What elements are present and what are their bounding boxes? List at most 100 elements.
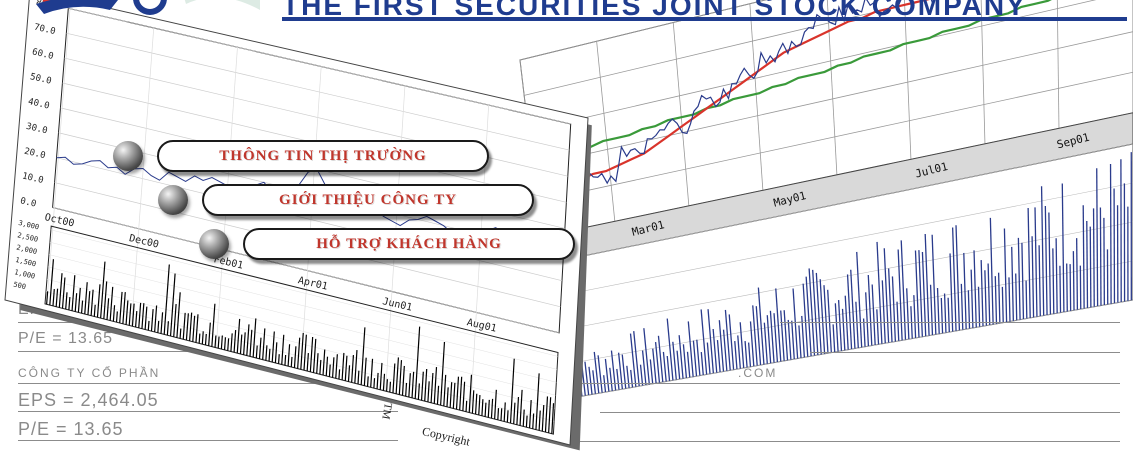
right-chart-volume-bar [1066, 263, 1068, 312]
left-chart-volume-bar [201, 331, 204, 345]
right-chart-gridline [826, 0, 838, 175]
left-chart-volume-bar [484, 402, 487, 417]
right-chart-volume-bar [815, 272, 822, 355]
right-chart-volume-bar [1011, 246, 1014, 321]
left-chart-volume-bar [243, 332, 246, 355]
menu-item-customer-support[interactable]: HỖ TRỢ KHÁCH HÀNG [199, 228, 575, 260]
left-chart-volume-bar [443, 374, 447, 407]
left-chart-volume-bar [249, 329, 253, 357]
left-chart-volume-bar [84, 282, 88, 315]
menu-item-company-intro[interactable]: GIỚI THIỆU CÔNG TY [158, 184, 534, 216]
right-chart-volume-bar [1017, 237, 1021, 320]
right-chart-volume-bar [633, 331, 640, 387]
menu-pill[interactable]: GIỚI THIỆU CÔNG TY [202, 184, 534, 216]
right-chart-volume-bar [783, 310, 789, 361]
right-chart-gridline [596, 41, 616, 222]
right-chart-volume-bar [1096, 168, 1099, 307]
right-chart-volume-bar [871, 284, 876, 346]
right-chart-volume-bar [792, 288, 799, 359]
left-chart-volume-bar [100, 261, 106, 319]
right-chart-volume-bar [1040, 186, 1045, 316]
left-chart-volume-bar [427, 381, 430, 403]
right-chart-gridline [980, 0, 986, 144]
left-chart-volume-bar [471, 390, 475, 414]
left-chart-volume-bar [452, 382, 456, 409]
left-chart-volume-bar [436, 385, 440, 405]
right-chart-volume-bar [722, 329, 728, 371]
menu-pill[interactable]: THÔNG TIN THỊ TRƯỜNG [157, 140, 489, 172]
right-chart-volume-bar [841, 308, 846, 351]
left-chart-volume-bar [490, 398, 494, 419]
right-chart-volume-bar [584, 361, 590, 396]
left-chart-volume-bar [128, 303, 132, 326]
company-vn-text: CÔNG TY CỔ PHẦN [18, 366, 161, 380]
left-chart-volume-bar [131, 303, 135, 327]
right-chart-volume-bar [883, 248, 890, 343]
left-chart-volume-bar [217, 336, 220, 349]
left-chart-volume-bar [459, 376, 463, 411]
right-chart-volume-bar [716, 339, 721, 373]
right-chart-volume-bar [747, 342, 752, 367]
left-chart-volume-bar [154, 305, 158, 333]
right-chart-gridline [536, 71, 1133, 202]
right-chart-volume-bar [997, 272, 1001, 324]
right-chart-volume-bar [1086, 221, 1089, 308]
right-chart-volume-bar [769, 310, 775, 363]
right-chart-volume-bar [876, 309, 880, 345]
left-chart-gridline [56, 157, 563, 282]
left-chart-volume-bar [433, 367, 438, 404]
left-chart-volume-bar [300, 332, 304, 370]
left-chart-y-tick-label: 50.0 [29, 72, 52, 87]
right-chart-volume-bar [812, 269, 819, 356]
left-chart-volume-bar [379, 362, 383, 390]
left-chart-volume-bar [160, 312, 164, 334]
left-chart-volume-bar [538, 410, 541, 431]
left-chart-y-tick-label: 0.0 [19, 196, 37, 209]
left-chart-volume-bar [335, 354, 338, 379]
right-chart-volume-bar [629, 333, 637, 387]
menu-label: GIỚI THIỆU CÔNG TY [279, 191, 457, 208]
right-chart-volume-bar [1076, 238, 1079, 310]
right-chart-volume-bar [888, 268, 893, 343]
right-chart-volume-bar [739, 322, 745, 368]
right-chart-volume-bar [987, 263, 991, 326]
sphere-icon [199, 229, 229, 259]
left-chart-volume-bar [55, 288, 59, 307]
right-chart-volume-bar [819, 279, 826, 354]
left-chart-volume-bar [46, 291, 49, 305]
left-chart-volume-bar [357, 370, 360, 385]
right-chart-volume-bar [1038, 245, 1041, 317]
right-chart-volume-bar [1048, 212, 1052, 315]
left-chart-plane: 80.070.060.050.040.030.020.010.00.0Oct00… [4, 0, 592, 451]
right-chart-volume-bar [805, 276, 812, 357]
right-chart-volume-bar [891, 276, 897, 342]
right-chart-volume-bar [728, 314, 735, 370]
left-chart-volume-bar [370, 358, 374, 388]
right-chart-volume-bar [707, 309, 715, 374]
right-chart-volume-bar [947, 297, 950, 333]
left-chart-volume-frame [44, 225, 559, 435]
right-chart-volume-bar [672, 341, 677, 380]
right-chart-volume-bar [1082, 205, 1085, 309]
right-chart-volume-bar [1099, 207, 1102, 306]
menu-label: THÔNG TIN THỊ TRƯỜNG [219, 147, 427, 164]
left-chart-y-tick-label: 40.0 [27, 97, 50, 112]
left-chart-volume-bar [414, 326, 421, 399]
left-chart-volume-bar [198, 333, 201, 344]
left-chart-volume-bar [189, 312, 193, 341]
left-chart-volume-bar [462, 381, 466, 411]
right-chart-red-line [541, 0, 930, 193]
right-chart-volume-bar [773, 313, 779, 363]
left-chart-gridline [66, 32, 570, 151]
right-chart-volume-bar [686, 351, 691, 378]
left-chart-y-tick-label: 30.0 [25, 122, 48, 137]
menu-item-market-info[interactable]: THÔNG TIN THỊ TRƯỜNG [113, 140, 489, 172]
right-chart-gridline [749, 3, 764, 191]
left-chart-volume-bar [112, 305, 116, 322]
menu-pill[interactable]: HỖ TRỢ KHÁCH HÀNG [243, 228, 575, 260]
left-chart-y-tick-label: 70.0 [33, 23, 56, 38]
right-chart-volume-bar [897, 249, 903, 341]
right-chart-volume-bar [913, 295, 917, 338]
